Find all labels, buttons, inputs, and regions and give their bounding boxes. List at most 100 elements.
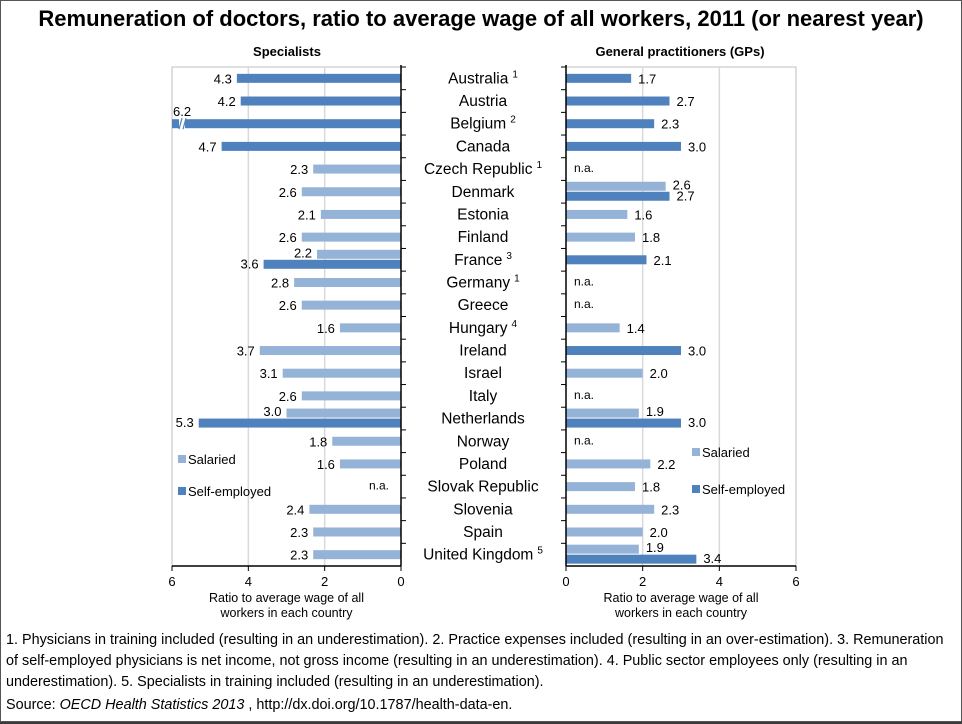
data-label-salaried: 3.0 (263, 404, 281, 419)
country-name: Canada (456, 138, 511, 155)
data-label-self-employed: 3.0 (688, 344, 706, 359)
x-tick-label: 2 (639, 574, 646, 589)
bar-self-employed (566, 418, 681, 428)
data-label-salaried: 2.6 (279, 389, 297, 404)
legend-label-self-employed: Self-employed (188, 484, 271, 499)
bar-salaried (566, 209, 628, 219)
bar-salaried (301, 187, 401, 197)
na-label: n.a. (574, 274, 594, 288)
bar-salaried (301, 232, 401, 242)
data-label-salaried: 1.9 (646, 404, 664, 419)
country-label: Czech Republic 1 (424, 160, 543, 178)
bar-salaried (294, 277, 401, 287)
country-label: Finland (458, 229, 509, 246)
data-label-self-employed: 3.0 (688, 415, 706, 430)
country-label: Estonia (457, 206, 509, 223)
bar-salaried (566, 232, 635, 242)
bar-self-employed (221, 141, 401, 151)
data-label-salaried: 2.6 (279, 230, 297, 245)
data-label-self-employed: 3.6 (241, 256, 259, 271)
bar-salaried (566, 544, 639, 554)
x-axis-title: Ratio to average wage of all (209, 591, 364, 605)
legend-label-salaried: Salaried (702, 445, 750, 460)
country-name: Italy (469, 388, 498, 405)
country-footnote-ref: 5 (537, 546, 543, 557)
country-label: Australia 1 (448, 69, 518, 87)
bar-self-employed (566, 119, 655, 129)
x-tick-label: 6 (168, 574, 175, 589)
axis-break-mark (179, 118, 185, 130)
bar-salaried (313, 550, 401, 560)
country-label: Greece (458, 297, 509, 314)
bar-self-employed (566, 255, 647, 265)
country-name: Greece (458, 297, 509, 314)
country-label: Slovenia (453, 501, 513, 518)
bar-salaried (566, 368, 643, 378)
data-label-salaried: 1.8 (309, 434, 327, 449)
na-label: n.a. (574, 433, 594, 447)
na-label: n.a. (574, 297, 594, 311)
na-label: n.a. (369, 479, 389, 493)
data-label-salaried: 2.3 (290, 162, 308, 177)
data-label-self-employed: 2.7 (677, 94, 695, 109)
bar-salaried (320, 209, 401, 219)
data-label-self-employed: 2.3 (661, 117, 679, 132)
bar-salaried (332, 436, 401, 446)
source-publication: OECD Health Statistics 2013 (59, 697, 245, 713)
data-label-salaried: 2.3 (290, 525, 308, 540)
bar-self-employed (198, 418, 401, 428)
country-name: Belgium (450, 116, 506, 133)
axis-break-line (178, 118, 183, 130)
data-label-self-employed: 4.3 (214, 71, 232, 86)
country-label: United Kingdom 5 (423, 546, 543, 564)
x-axis-title: workers in each country (614, 606, 748, 620)
x-tick-label: 4 (245, 574, 252, 589)
country-name: Poland (459, 456, 507, 473)
country-label: Norway (457, 433, 510, 450)
data-label-salaried: 1.6 (634, 207, 652, 222)
source-label: Source: (6, 697, 60, 713)
data-label-salaried: 2.2 (657, 457, 675, 472)
country-footnote-ref: 4 (512, 319, 518, 330)
bar-self-employed (566, 191, 670, 201)
country-label: Israel (464, 365, 502, 382)
country-name: Hungary (449, 320, 508, 337)
x-tick-label: 2 (321, 574, 328, 589)
legend-swatch-self-employed (692, 485, 700, 493)
data-label-salaried: 2.0 (650, 366, 668, 381)
bar-self-employed (236, 73, 401, 83)
bar-self-employed (263, 259, 401, 269)
x-tick-label: 6 (792, 574, 799, 589)
bar-salaried (259, 346, 401, 356)
x-axis-title: workers in each country (219, 606, 353, 620)
country-name: France (454, 252, 502, 269)
axis-break-line (182, 118, 187, 130)
country-label: Canada (456, 138, 511, 155)
country-name: Austria (459, 93, 508, 110)
gps-panel-title: General practitioners (GPs) (595, 44, 765, 59)
bar-salaried (566, 323, 620, 333)
data-label-self-employed: 3.4 (703, 551, 721, 566)
data-label-salaried: 1.8 (642, 230, 660, 245)
data-label-self-employed: 1.7 (638, 71, 656, 86)
x-tick-label: 0 (397, 574, 404, 589)
data-label-salaried: 2.3 (661, 502, 679, 517)
x-tick-label: 0 (562, 574, 569, 589)
country-name: Czech Republic (424, 161, 533, 178)
legend-swatch-self-employed (178, 487, 186, 495)
country-name: Israel (464, 365, 502, 382)
country-label: Poland (459, 456, 507, 473)
legend-swatch-salaried (178, 455, 186, 463)
legend: Salaried Self-employed (178, 452, 271, 499)
chart-canvas: 4.34.26.24.72.32.62.12.62.23.62.82.61.63… (168, 65, 800, 620)
country-label: Belgium 2 (450, 115, 516, 133)
country-name: Ireland (459, 343, 506, 360)
bar-self-employed (566, 141, 681, 151)
bar-self-employed (172, 119, 401, 129)
bar-salaried (566, 181, 666, 191)
bar-self-employed (240, 96, 401, 106)
bar-self-employed (566, 96, 670, 106)
country-name: Estonia (457, 206, 509, 223)
bar-salaried (301, 391, 401, 401)
country-name: Spain (463, 524, 503, 541)
